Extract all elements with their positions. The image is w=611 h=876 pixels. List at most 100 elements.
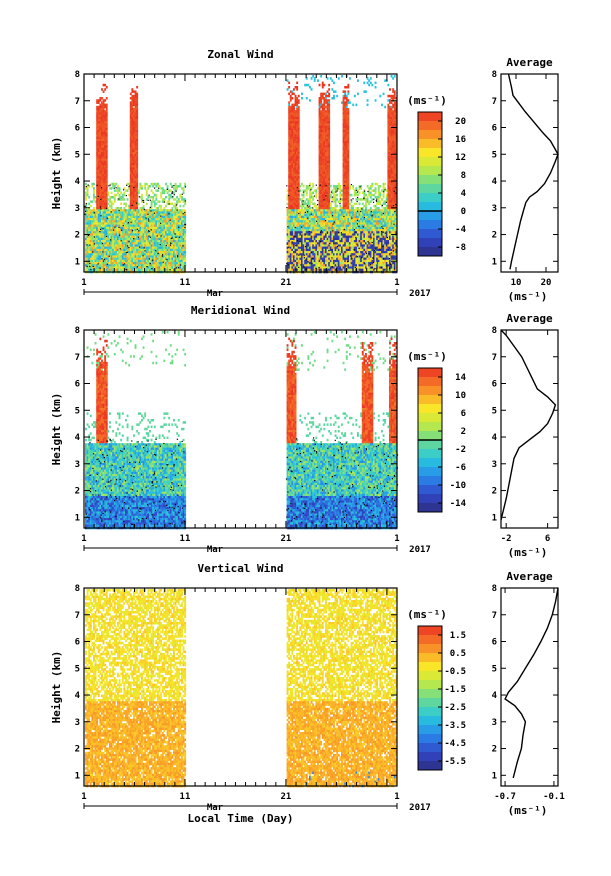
colorbar-swatch [418,220,442,229]
profile-y-tick-label: 8 [492,70,497,80]
profile-y-tick-label: 2 [492,745,497,755]
colorbar-swatch [418,689,442,698]
x-tick-label: 1 [81,534,86,544]
y-tick-label: 6 [75,380,80,390]
profile-x-label: (ms⁻¹) [508,546,548,559]
y-tick-label: 8 [75,70,80,80]
year-label: 2017 [409,803,431,813]
colorbar-swatch [418,139,442,148]
colorbar-label: -0.5 [444,667,466,677]
profile-y-tick-label: 2 [492,231,497,241]
y-tick-label: 7 [75,353,80,363]
colorbar-swatch [418,193,442,202]
x-tick-label: 21 [281,278,292,288]
y-tick-label: 4 [75,433,81,443]
profile-frame [501,330,558,528]
profile-line [509,74,559,269]
colorbar-swatch [418,440,442,449]
colorbar-swatch [418,707,442,716]
colorbar-swatch [418,148,442,157]
colorbar-swatch [418,635,442,644]
colorbar-swatch [418,653,442,662]
profile-y-tick-label: 1 [492,513,497,523]
profile-frame [501,588,558,786]
x-tick-label: 1 [394,278,399,288]
y-axis-label: Height (km) [50,651,63,724]
profile-x-tick-label: 6 [545,534,550,544]
y-axis-label: Height (km) [50,137,63,210]
profile-y-tick-label: 3 [492,204,497,214]
profile-y-tick-label: 6 [492,380,497,390]
colorbar-swatch [418,644,442,653]
y-tick-label: 1 [75,513,80,523]
month-label: Mar [207,545,224,555]
colorbar-swatch [418,238,442,247]
colorbar-swatch [418,752,442,761]
x-tick-label: 11 [180,792,191,802]
y-tick-label: 4 [75,691,81,701]
profile-y-tick-label: 7 [492,353,497,363]
colorbar-label: 0.5 [450,649,466,659]
heatmap-cells [85,75,397,273]
x-tick-label: 21 [281,534,292,544]
x-tick-label: 1 [81,278,86,288]
year-label: 2017 [409,545,431,555]
colorbar-swatch [418,395,442,404]
panel-title: Zonal Wind [207,48,273,61]
x-axis-label: Local Time (Day) [188,812,294,825]
colorbar-swatch [418,211,442,220]
colorbar-swatch [418,680,442,689]
colorbar-label: -14 [450,499,467,509]
colorbar-swatch [418,503,442,512]
profile-y-tick-label: 5 [492,664,497,674]
colorbar-swatch [418,368,442,377]
y-tick-label: 3 [75,718,80,728]
x-tick-label: 21 [281,792,292,802]
colorbar-label: 20 [455,117,466,127]
colorbar-swatch [418,761,442,770]
colorbar-label: -2.5 [444,703,466,713]
panel-title: Vertical Wind [197,562,283,575]
profile-y-tick-label: 7 [492,611,497,621]
colorbar-swatch [418,202,442,211]
figure: Zonal Wind12345678Height (km)1 11 21 1Mar 20… [0,0,611,876]
colorbar-swatch [418,386,442,395]
profile-y-tick-label: 5 [492,150,497,160]
colorbar-swatch [418,157,442,166]
panel-title: Meridional Wind [191,304,290,317]
heatmap-cells [85,331,397,529]
y-tick-label: 4 [75,177,81,187]
colorbar-swatch [418,485,442,494]
x-tick-label: 1 [394,792,399,802]
colorbar-swatch [418,626,442,635]
colorbar-unit: (ms⁻¹) [407,350,447,363]
profile-y-tick-label: 6 [492,638,497,648]
colorbar-swatch [418,130,442,139]
y-tick-label: 2 [75,231,80,241]
colorbar-label: 1.5 [450,631,466,641]
colorbar-swatch [418,184,442,193]
colorbar-label: 2 [461,427,466,437]
y-tick-label: 6 [75,124,80,134]
y-tick-label: 8 [75,326,80,336]
colorbar-label: -6 [455,463,466,473]
colorbar-swatch [418,413,442,422]
year-label: 2017 [409,289,431,299]
profile-x-label: (ms⁻¹) [508,290,548,303]
colorbar-unit: (ms⁻¹) [407,94,447,107]
y-tick-label: 6 [75,638,80,648]
colorbar-swatch [418,725,442,734]
colorbar-swatch [418,229,442,238]
colorbar-swatch [418,458,442,467]
colorbar-swatch [418,175,442,184]
colorbar-swatch [418,121,442,130]
y-tick-label: 7 [75,611,80,621]
colorbar-swatch [418,494,442,503]
profile-y-tick-label: 7 [492,97,497,107]
y-tick-label: 5 [75,406,80,416]
colorbar-swatch [418,404,442,413]
profile-y-tick-label: 2 [492,487,497,497]
colorbar-label: 0 [461,207,466,217]
profile-y-tick-label: 8 [492,326,497,336]
